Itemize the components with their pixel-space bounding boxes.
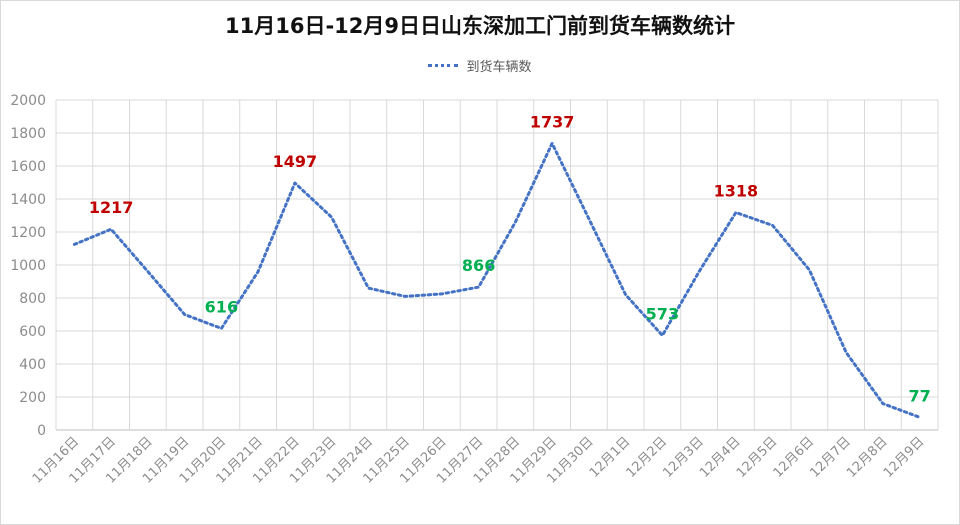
data-label: 573 <box>646 304 679 323</box>
legend-label: 到货车辆数 <box>466 60 532 75</box>
data-label: 866 <box>462 256 495 275</box>
series-layer <box>72 141 922 419</box>
grid-layer <box>55 99 939 431</box>
y-tick-label: 1800 <box>10 126 46 142</box>
data-label: 1318 <box>714 182 759 201</box>
chart-title: 11月16日-12月9日日山东深加工门前到货车辆数统计 <box>225 14 735 38</box>
legend-swatch <box>428 64 459 67</box>
y-tick-label: 2000 <box>10 93 46 109</box>
y-tick-label: 0 <box>37 423 46 439</box>
data-label: 77 <box>908 386 930 405</box>
y-tick-label: 400 <box>19 357 46 373</box>
x-tick-label: 12月9日 <box>881 434 928 481</box>
y-tick-label: 1000 <box>10 258 46 274</box>
data-label: 1737 <box>530 112 575 131</box>
y-tick-label: 200 <box>19 390 46 406</box>
series-line <box>72 141 922 419</box>
chart-legend: 到货车辆数 <box>0 56 960 75</box>
data-label: 616 <box>205 297 238 316</box>
data-label: 1497 <box>273 152 318 171</box>
y-tick-label: 600 <box>19 324 46 340</box>
data-label: 1217 <box>89 198 134 217</box>
y-tick-label: 800 <box>19 291 46 307</box>
y-tick-label: 1400 <box>10 192 46 208</box>
y-tick-label: 1600 <box>10 159 46 175</box>
label-layer: 1217 616 1497 866 1737 573 1318 77 <box>89 112 931 405</box>
y-tick-label: 1200 <box>10 225 46 241</box>
